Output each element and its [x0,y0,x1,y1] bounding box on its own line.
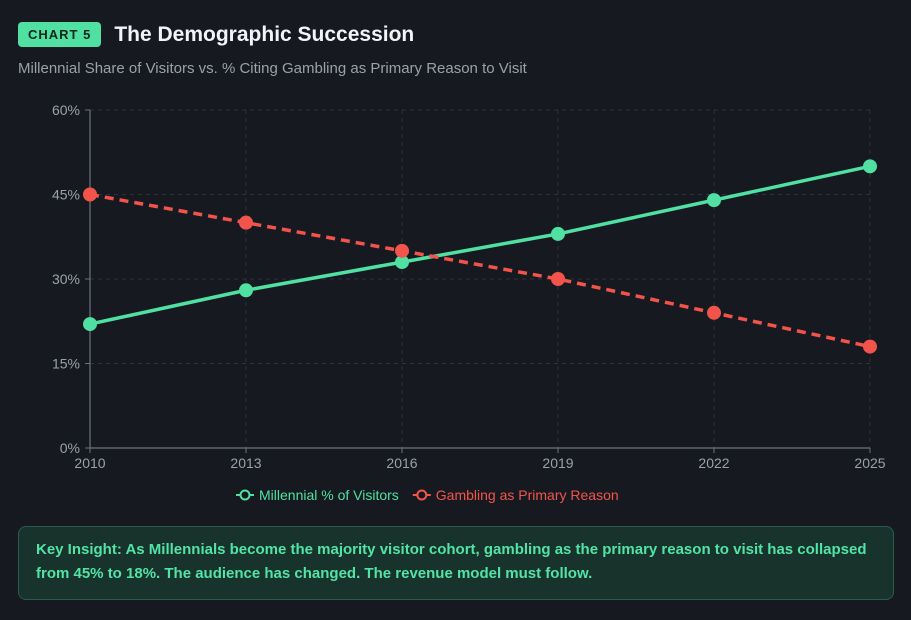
data-point [239,283,253,298]
chart-subtitle: Millennial Share of Visitors vs. % Citin… [18,60,527,77]
chart-series [83,159,877,354]
data-point [863,159,877,174]
x-tick-label: 2010 [74,455,105,471]
x-tick-label: 2013 [230,455,261,471]
legend-item-2: Gambling as Primary Reason [412,487,619,503]
data-point [707,193,721,208]
data-point [551,226,565,241]
chart-axes [85,109,871,453]
chart-grid [90,109,871,448]
series-line-2 [89,192,871,349]
y-tick-label: 15% [52,356,80,372]
chart-legend: Millennial % of Visitors Gambling as Prim… [236,487,619,503]
chart-header: CHART 5 The Demographic Succession [18,22,414,47]
chart-tick-labels: 0% 15% 30% 45% 60% 2010 2013 2016 2019 2022 2025 [52,102,886,471]
data-point [863,339,877,354]
y-tick-label: 0% [60,440,80,456]
x-tick-label: 2016 [386,455,417,471]
y-tick-label: 45% [52,187,80,203]
legend-marker [239,489,251,501]
y-tick-label: 60% [52,102,80,118]
chart-number-badge: CHART 5 [18,22,102,47]
key-insight-box: Key Insight: As Millennials become the m… [18,526,894,600]
chart-title: The Demographic Succession [114,22,415,46]
data-point [395,243,409,258]
legend-marker [416,489,428,501]
key-insight-text: Key Insight: As Millennials become the m… [36,541,867,582]
data-point [707,305,721,320]
line-chart: 0% 15% 30% 45% 60% 2010 2013 2016 2019 2022 2025 M… [52,102,886,503]
data-point [551,272,565,286]
y-tick-label: 30% [52,271,80,287]
data-point [83,317,97,332]
data-point [239,215,253,230]
data-point [83,187,97,202]
x-tick-label: 2019 [542,455,573,471]
x-tick-label: 2025 [854,455,885,471]
legend-item-1: Millennial % of Visitors [236,487,399,503]
data-point [395,255,409,270]
legend-label: Millennial % of Visitors [259,487,399,503]
x-tick-label: 2022 [698,455,729,471]
series-line-1 [89,164,871,326]
legend-label: Gambling as Primary Reason [436,487,619,503]
